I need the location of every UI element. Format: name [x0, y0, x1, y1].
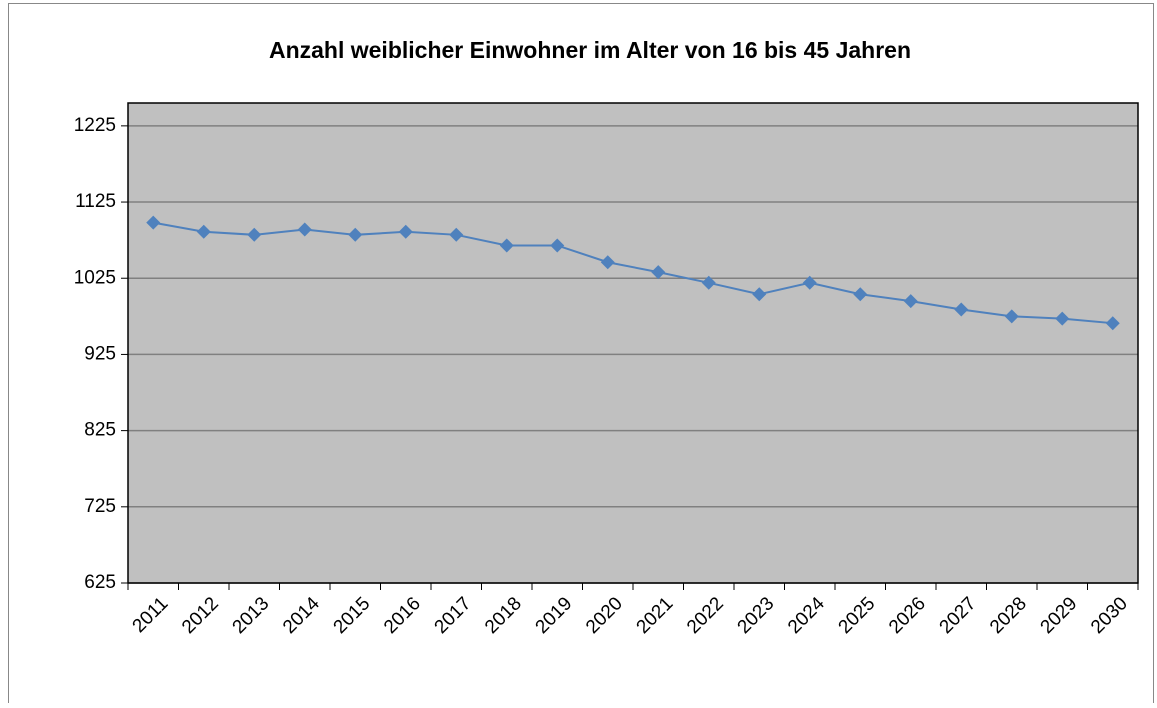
data-point: [600, 255, 615, 270]
data-point: [1105, 316, 1120, 331]
data-point: [449, 227, 464, 242]
data-point: [1055, 311, 1070, 326]
chart-title: Anzahl weiblicher Einwohner im Alter von…: [269, 37, 911, 63]
y-tick-label: 825: [84, 420, 116, 441]
data-point: [903, 294, 918, 309]
data-point: [1004, 309, 1019, 324]
data-point: [398, 224, 413, 239]
y-tick-label: 925: [84, 343, 116, 364]
y-tick-label: 725: [84, 496, 116, 517]
data-point: [146, 215, 161, 230]
data-point: [247, 227, 262, 242]
data-point: [499, 238, 514, 253]
data-point: [348, 227, 363, 242]
y-tick-label: 1125: [75, 191, 116, 212]
data-point: [651, 265, 666, 280]
data-point: [954, 302, 969, 317]
data-point: [550, 238, 565, 253]
y-tick-label: 625: [84, 572, 116, 593]
data-point: [196, 224, 211, 239]
plot-area: [128, 103, 1138, 583]
y-tick-label: 1225: [74, 115, 116, 136]
data-point: [297, 222, 312, 237]
data-line: [153, 221, 1113, 325]
y-tick-label: 1025: [74, 267, 116, 288]
data-point: [752, 287, 767, 302]
data-point: [701, 275, 716, 290]
data-point: [853, 287, 868, 302]
data-point: [802, 275, 817, 290]
